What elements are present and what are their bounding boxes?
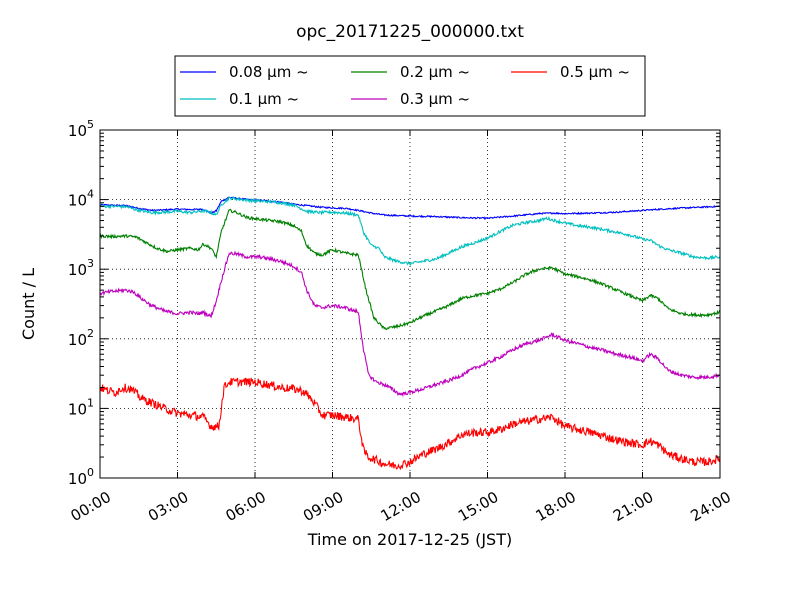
legend-label: 0.08 μm ~ [229, 63, 309, 81]
legend: 0.08 μm ~ 0.1 μm ~ 0.2 μm ~ 0.3 μm ~ 0.5 μm … [174, 55, 646, 117]
x-tick-label: 21:00 [610, 488, 656, 525]
y-tick-label: 101 [68, 396, 94, 418]
y-tick-label: 104 [68, 188, 94, 210]
x-tick-label: 06:00 [223, 488, 269, 525]
y-tick-labels: 100 101 102 103 104 105 [68, 118, 94, 488]
x-tick-label: 09:00 [300, 488, 346, 525]
x-tick-labels: 00:00 03:00 06:00 09:00 12:00 15:00 18:00 21:00… [68, 488, 734, 525]
series-line [99, 250, 721, 398]
y-tick-label: 102 [68, 327, 94, 349]
y-tick-label: 103 [68, 257, 94, 279]
series-line [99, 196, 721, 220]
grid-layer [100, 130, 720, 478]
y-tick-label: 105 [68, 118, 94, 140]
legend-label: 0.2 μm ~ [400, 63, 470, 81]
x-tick-label: 15:00 [455, 488, 501, 525]
legend-items: 0.08 μm ~ 0.1 μm ~ 0.2 μm ~ 0.3 μm ~ 0.5 μm … [180, 63, 630, 108]
y-tick-label: 100 [68, 466, 94, 488]
series-layer [99, 196, 721, 471]
chart-title: opc_20171225_000000.txt [296, 22, 524, 42]
legend-box [174, 55, 646, 117]
legend-label: 0.5 μm ~ [560, 63, 630, 81]
x-tick-label: 12:00 [378, 488, 424, 525]
x-tick-label: 18:00 [533, 488, 579, 525]
x-axis-label: Time on 2017-12-25 (JST) [307, 530, 512, 549]
legend-label: 0.1 μm ~ [229, 90, 299, 108]
legend-label: 0.3 μm ~ [400, 90, 470, 108]
series-line [99, 377, 721, 471]
x-tick-label: 24:00 [688, 488, 734, 525]
tick-layer [99, 129, 721, 479]
series-line [99, 196, 721, 267]
x-tick-label: 03:00 [145, 488, 191, 525]
x-tick-label: 00:00 [68, 488, 114, 525]
y-axis-label: Count / L [19, 268, 38, 340]
series-line [99, 208, 721, 331]
